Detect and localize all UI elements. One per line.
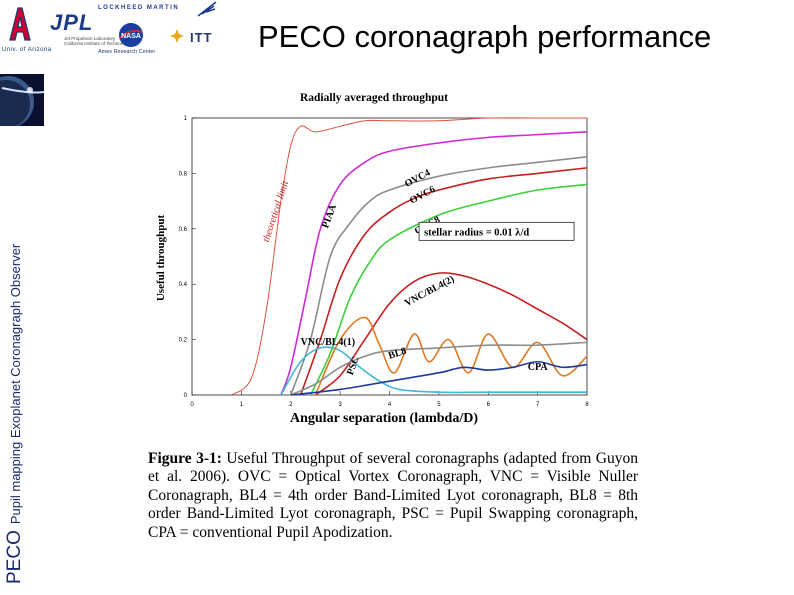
lockheed-star-icon: [197, 1, 217, 17]
series-psc: [290, 341, 588, 396]
x-tick-label: 2: [289, 402, 293, 408]
caption-text: Useful Throughput of several coronagraph…: [148, 450, 638, 541]
ames-caption: Ames Research Center: [98, 49, 156, 55]
y-tick-label: 0.2: [179, 338, 188, 344]
y-axis-label: Useful throughput: [155, 215, 167, 302]
side-label-subtitle: Pupil mapping Exoplanet Coronagraph Obse…: [8, 243, 23, 525]
series-theoretical-limit: [231, 117, 587, 396]
series-piaa: [280, 131, 588, 396]
y-tick-label: 0.4: [179, 282, 188, 288]
throughput-figure: Radially averaged throughput Useful thro…: [152, 88, 597, 430]
series-label: CPA: [528, 362, 549, 373]
series-vnc-bl4-1-: [280, 346, 587, 396]
series-ovc4: [289, 155, 588, 396]
y-tick-label: 0.8: [179, 171, 188, 177]
ua-caption: Univ. of Arizona: [2, 47, 52, 53]
x-tick-label: 6: [487, 402, 491, 408]
vertical-side-label: PECO Pupil mapping Exoplanet Coronagraph …: [4, 244, 26, 584]
x-tick-label: 4: [388, 402, 392, 408]
series-bl8: [314, 316, 588, 396]
jpl-subtitle: Jet Propulsion Laboratory California Ins…: [64, 36, 129, 46]
series-ovc8: [309, 183, 588, 396]
y-tick-label: 0: [184, 393, 188, 399]
x-tick-label: 7: [536, 402, 540, 408]
jpl-logo: JPL: [50, 10, 94, 35]
university-of-arizona-logo: [7, 6, 33, 41]
x-axis-label: Angular separation (lambda/D): [290, 411, 478, 426]
lockheed-martin-logo: LOCKHEED MARTIN: [98, 5, 180, 11]
figure-caption: Figure 3-1: Useful Throughput of several…: [148, 450, 638, 542]
planet-image: [0, 74, 44, 126]
x-tick-label: 0: [190, 402, 194, 408]
y-tick-label: 0.6: [179, 227, 188, 233]
annotation-text: stellar radius = 0.01 λ/d: [424, 227, 529, 238]
y-tick-label: 1: [184, 116, 188, 122]
slide-title: PECO coronagraph performance: [258, 19, 712, 54]
x-tick-label: 1: [240, 402, 244, 408]
x-tick-label: 3: [338, 402, 342, 408]
x-tick-label: 5: [437, 402, 441, 408]
throughput-chart: Radially averaged throughput Useful thro…: [155, 92, 590, 426]
series-cpa: [290, 360, 588, 396]
series-ovc6: [299, 167, 588, 396]
side-label-peco: PECO: [4, 530, 25, 584]
partner-logos: Univ. of Arizona JPL Jet Propulsion Labo…: [0, 0, 245, 64]
series-label: BL8: [387, 346, 408, 362]
x-tick-label: 8: [585, 402, 589, 408]
chart-title: Radially averaged throughput: [300, 92, 448, 104]
series-vnc-bl4-2-: [314, 272, 588, 396]
series-label: VNC/BL4(1): [301, 337, 355, 348]
caption-label: Figure 3-1:: [148, 450, 222, 467]
itt-icon: [170, 29, 184, 43]
svg-text:NASA: NASA: [121, 33, 141, 40]
nasa-logo: NASA: [119, 23, 143, 47]
itt-logo: ITT: [190, 30, 213, 45]
annotation-box: [418, 221, 575, 241]
